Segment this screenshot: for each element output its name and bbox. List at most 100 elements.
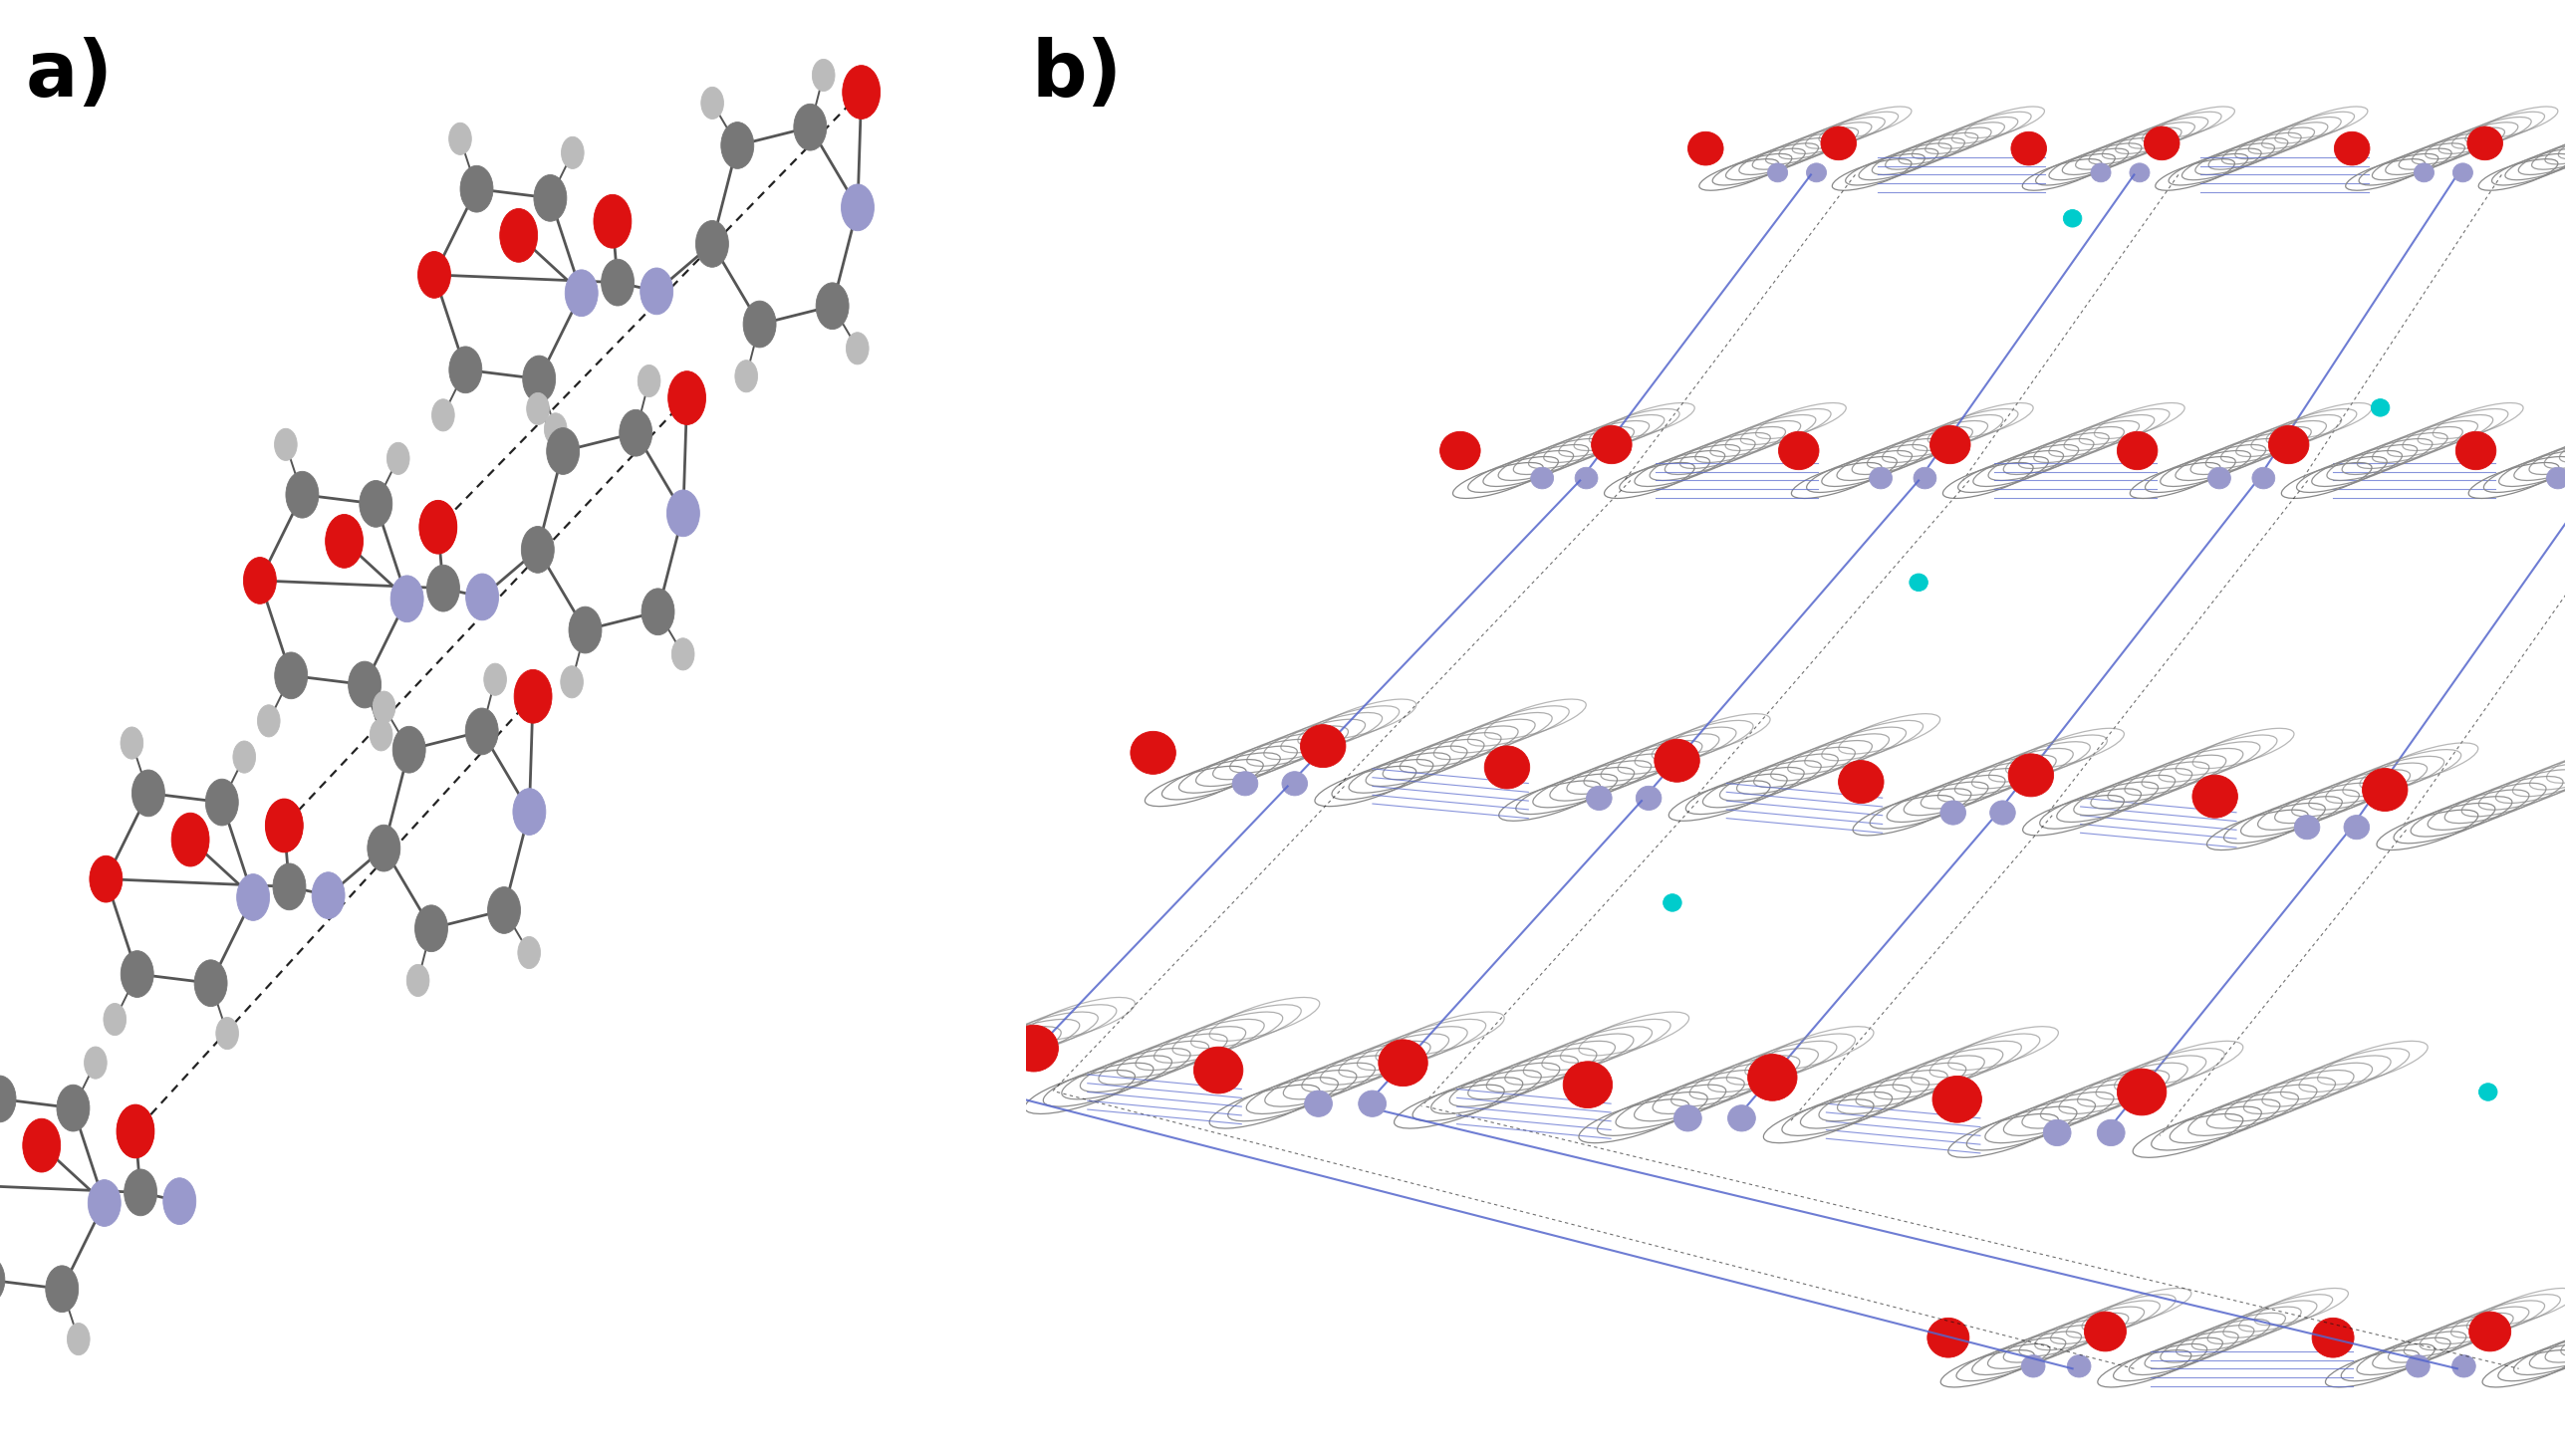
Circle shape [56, 1085, 90, 1131]
Circle shape [2062, 210, 2083, 227]
Circle shape [369, 719, 392, 751]
Circle shape [449, 347, 482, 393]
Circle shape [1747, 1054, 1798, 1101]
Circle shape [274, 428, 298, 460]
Circle shape [2406, 1356, 2429, 1377]
Circle shape [639, 365, 659, 397]
Circle shape [274, 652, 308, 699]
Circle shape [1870, 467, 1893, 489]
Circle shape [172, 812, 210, 866]
Circle shape [534, 175, 567, 221]
Circle shape [2116, 431, 2157, 470]
Circle shape [846, 332, 870, 364]
Circle shape [1688, 131, 1724, 166]
Circle shape [593, 195, 631, 248]
Circle shape [2044, 1120, 2070, 1146]
Circle shape [485, 664, 505, 696]
Circle shape [1300, 725, 1347, 767]
Circle shape [1990, 801, 2016, 824]
Circle shape [523, 355, 557, 402]
Circle shape [2370, 399, 2391, 416]
Circle shape [1439, 431, 1480, 470]
Circle shape [121, 951, 154, 997]
Circle shape [562, 137, 585, 169]
Circle shape [1575, 467, 1598, 489]
Circle shape [1531, 467, 1554, 489]
Circle shape [46, 1265, 80, 1312]
Circle shape [487, 887, 521, 933]
Circle shape [2362, 769, 2409, 811]
Circle shape [418, 501, 457, 553]
Circle shape [195, 960, 228, 1006]
Circle shape [392, 727, 426, 773]
Circle shape [672, 638, 695, 670]
Circle shape [2344, 815, 2370, 839]
Circle shape [2011, 131, 2047, 166]
Circle shape [244, 558, 277, 604]
Circle shape [1908, 574, 1929, 591]
Circle shape [215, 1018, 239, 1050]
Circle shape [2311, 1318, 2355, 1357]
Circle shape [1485, 745, 1529, 789]
Circle shape [1729, 1105, 1754, 1131]
Circle shape [1377, 1040, 1429, 1086]
Circle shape [131, 770, 164, 817]
Circle shape [421, 501, 457, 553]
Circle shape [1821, 127, 1857, 160]
Circle shape [2267, 425, 2308, 464]
Circle shape [667, 371, 705, 425]
Circle shape [1767, 163, 1788, 182]
Circle shape [2452, 1356, 2475, 1377]
Circle shape [544, 414, 567, 446]
Circle shape [1931, 1076, 1983, 1123]
Circle shape [1913, 467, 1937, 489]
Circle shape [1359, 1091, 1385, 1117]
Circle shape [562, 665, 582, 697]
Circle shape [1636, 786, 1662, 810]
Circle shape [23, 1118, 62, 1172]
Circle shape [1654, 740, 1701, 782]
Circle shape [1231, 772, 1257, 795]
Circle shape [841, 66, 880, 119]
Circle shape [467, 574, 498, 620]
Circle shape [521, 527, 554, 574]
Circle shape [85, 1047, 108, 1079]
Circle shape [990, 1076, 1016, 1102]
Circle shape [431, 399, 454, 431]
Circle shape [1193, 1047, 1244, 1093]
Circle shape [90, 856, 123, 903]
Circle shape [1282, 772, 1308, 795]
Circle shape [1778, 431, 1819, 470]
Circle shape [2470, 1312, 2511, 1351]
Circle shape [695, 221, 728, 268]
Circle shape [2090, 163, 2111, 182]
Circle shape [464, 708, 498, 754]
Circle shape [2468, 127, 2503, 160]
Circle shape [721, 122, 754, 169]
Circle shape [2293, 815, 2319, 839]
Circle shape [121, 727, 144, 759]
Circle shape [1585, 786, 1611, 810]
Circle shape [2098, 1120, 2124, 1146]
Circle shape [518, 936, 541, 968]
Circle shape [667, 489, 700, 536]
Circle shape [736, 360, 757, 392]
Circle shape [793, 103, 826, 150]
Circle shape [0, 1076, 15, 1123]
Circle shape [1926, 1318, 1970, 1357]
Circle shape [813, 60, 834, 92]
Circle shape [816, 282, 849, 329]
Circle shape [500, 208, 539, 262]
Circle shape [2116, 1069, 2167, 1115]
Circle shape [115, 1105, 154, 1158]
Circle shape [2129, 163, 2149, 182]
Circle shape [256, 705, 280, 737]
Circle shape [1929, 425, 1970, 464]
Circle shape [426, 565, 459, 612]
Circle shape [387, 443, 410, 475]
Circle shape [2008, 754, 2055, 796]
Circle shape [2478, 1083, 2498, 1101]
Text: b): b) [1031, 36, 1121, 112]
Circle shape [2193, 775, 2237, 818]
Circle shape [418, 252, 451, 298]
